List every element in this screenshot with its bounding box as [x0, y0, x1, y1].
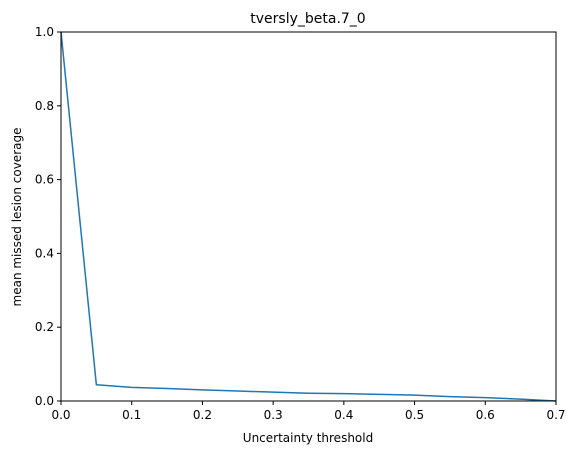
y-tick-label: 0.6 [35, 173, 54, 187]
y-tick-label: 0.8 [35, 99, 54, 113]
x-tick-label: 0.1 [122, 408, 141, 422]
x-tick-label: 0.7 [546, 408, 565, 422]
x-tick-label: 0.5 [405, 408, 424, 422]
x-axis-ticks: 0.0 0.1 0.2 0.3 0.4 0.5 0.6 0.7 [51, 401, 566, 422]
series-line-0 [60, 31, 557, 402]
x-tick-label: 0.3 [264, 408, 283, 422]
y-axis-ticks: 0.0 0.2 0.4 0.6 0.8 1.0 [35, 25, 61, 408]
plot-layer [60, 31, 557, 402]
y-tick-label: 1.0 [35, 25, 54, 39]
x-tick-label: 0.6 [476, 408, 495, 422]
y-axis-label: mean missed lesion coverage [10, 128, 24, 307]
chart-title: tversly_beta.7_0 [250, 11, 365, 27]
x-tick-label: 0.2 [193, 408, 212, 422]
y-tick-label: 0.0 [35, 394, 54, 408]
x-tick-label: 0.0 [51, 408, 70, 422]
x-axis-label: Uncertainty threshold [243, 431, 373, 445]
plot-frame [60, 31, 557, 402]
plot-area [61, 32, 556, 401]
y-tick-label: 0.4 [35, 246, 54, 260]
x-tick-label: 0.4 [334, 408, 353, 422]
y-tick-label: 0.2 [35, 320, 54, 334]
